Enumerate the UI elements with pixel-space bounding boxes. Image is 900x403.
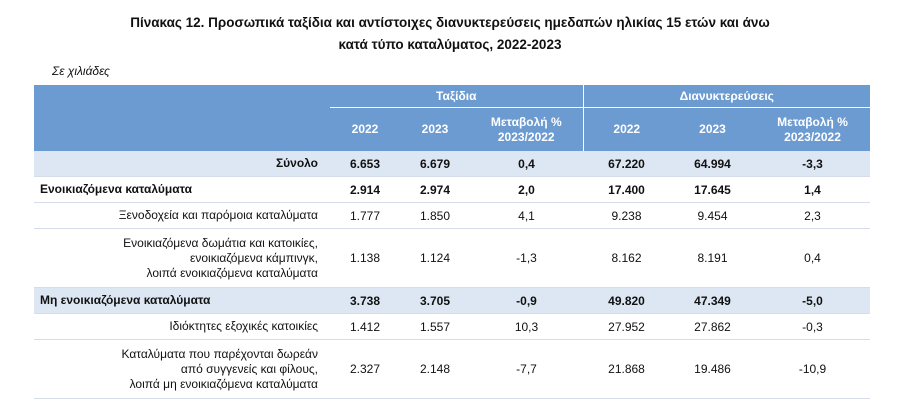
cell: 1.412 [330,313,400,340]
row-label: Ξενοδοχεία και παρόμοια καταλύματα [34,202,330,229]
cell: 17.400 [583,176,670,203]
row-label-line: Σύνολο [275,156,318,170]
cell: 2.327 [330,339,400,399]
group-header: Διανυκτερεύσεις [582,85,871,108]
column-header: 2023 [699,122,726,136]
cell: 27.952 [583,313,670,340]
cell: 9.454 [670,202,755,229]
cell: -7,7 [470,339,583,399]
table-row: Ενοικιαζόμενα δωμάτια και κατοικίες, ενοι… [34,228,871,288]
cell: 1,4 [755,176,871,203]
cell: 27.862 [670,313,755,340]
header-cell [34,108,330,152]
table: Ταξίδια Διανυκτερεύσεις 2022 2023 Μεταβολή %… [34,85,871,399]
cell: 49.820 [583,287,670,314]
cell: 21.868 [583,339,670,399]
column-header: 2022 [582,107,670,151]
cell: -10,9 [755,339,871,399]
unit-note: Σε χιλιάδες [52,64,110,78]
cell: 67.220 [583,151,670,177]
cell: -1,3 [470,228,583,288]
cell: 1.138 [330,228,400,288]
column-header: 2022 [351,122,379,136]
table-row: Μη ενοικιαζόμενα καταλύματα 3.738 3.705 -0,… [34,287,871,314]
cell: -0,9 [470,287,583,314]
cell: 64.994 [670,151,755,177]
column-header: 2023 [421,122,449,136]
cell: -0,3 [755,313,871,340]
table-row: Ξενοδοχεία και παρόμοια καταλύματα 1.777 1… [34,202,871,229]
cell: 10,3 [470,313,583,340]
row-label: Ενοικιαζόμενα δωμάτια και κατοικίες, ενοι… [34,228,330,288]
row-label: Σύνολο [34,151,330,177]
cell: -5,0 [755,287,871,314]
cell: 1.777 [330,202,400,229]
table-row: Ιδιόκτητες εξοχικές κατοικίες 1.412 1.557 1… [34,313,871,340]
row-label: Ενοικιαζόμενα καταλύματα [34,176,330,203]
cell: 3.705 [400,287,470,314]
row-label-line: λοιπά ενοικιαζόμενα καταλύματα [146,265,318,280]
cell: -3,3 [755,151,871,177]
header-cell [34,85,330,108]
row-label-line: Μη ενοικιαζόμενα καταλύματα [40,293,211,307]
cell: 8.191 [670,228,755,288]
group-header: Ταξίδια [330,85,583,108]
row-label-line: λοιπά μη ενοικιαζόμενα καταλύματα [129,376,318,391]
table-header: Ταξίδια Διανυκτερεύσεις 2022 2023 Μεταβολή %… [34,85,871,152]
title: Πίνακας 12. Προσωπικά ταξίδια και αντίστ… [0,12,900,56]
cell: 1.124 [400,228,470,288]
table-body: Σύνολο 6.653 6.679 0,4 67.220 64.994 -3,3 Ενοικ… [34,151,871,399]
row-label-line: Ενοικιαζόμενα δωμάτια και κατοικίες, [123,235,318,250]
table-row: Σύνολο 6.653 6.679 0,4 67.220 64.994 -3,3 [34,151,871,177]
cell: 1.850 [400,202,470,229]
cell: 0,4 [755,228,871,288]
cell: 6.679 [400,151,470,177]
table-row: Ενοικιαζόμενα καταλύματα 2.914 2.974 2,0 17.… [34,176,871,203]
cell: 2,0 [470,176,583,203]
row-label-line: ενοικιαζόμενα κάμπινγκ, [190,250,318,265]
cell: 0,4 [470,151,583,177]
cell: 2.148 [400,339,470,399]
title-line: κατά τύπο καταλύματος, 2022-2023 [338,37,562,52]
cell: 3.738 [330,287,400,314]
row-label: Καταλύματα που παρέχονται δωρεάν από συγγ… [34,339,330,399]
cell: 1.557 [400,313,470,340]
cell: 2.974 [400,176,470,203]
row-label-line: Ιδιόκτητες εξοχικές κατοικίες [169,319,318,333]
row-label-line: Ενοικιαζόμενα καταλύματα [40,182,193,196]
row-label-line: από συγγενείς και φίλους, [180,361,318,376]
cell: 47.349 [670,287,755,314]
cell: 19.486 [670,339,755,399]
row-label: Ιδιόκτητες εξοχικές κατοικίες [34,313,330,340]
column-header: Μεταβολή % 2023/2022 [777,114,848,144]
row-label: Μη ενοικιαζόμενα καταλύματα [34,287,330,314]
title-line: Πίνακας 12. Προσωπικά ταξίδια και αντίστ… [130,15,770,30]
cell: 4,1 [470,202,583,229]
header-row: 2022 2023 Μεταβολή % 2023/2022 2022 2023 Μετα… [34,107,871,152]
table-row: Καταλύματα που παρέχονται δωρεάν από συγγ… [34,339,871,399]
cell: 9.238 [583,202,670,229]
cell: 8.162 [583,228,670,288]
cell: 17.645 [670,176,755,203]
column-header: Μεταβολή % 2023/2022 [490,114,562,144]
row-label-line: Καταλύματα που παρέχονται δωρεάν [121,346,319,361]
row-label-line: Ξενοδοχεία και παρόμοια καταλύματα [118,208,318,222]
cell: 6.653 [330,151,400,177]
cell: 2,3 [755,202,871,229]
cell: 2.914 [330,176,400,203]
header-row: Ταξίδια Διανυκτερεύσεις [34,85,871,108]
